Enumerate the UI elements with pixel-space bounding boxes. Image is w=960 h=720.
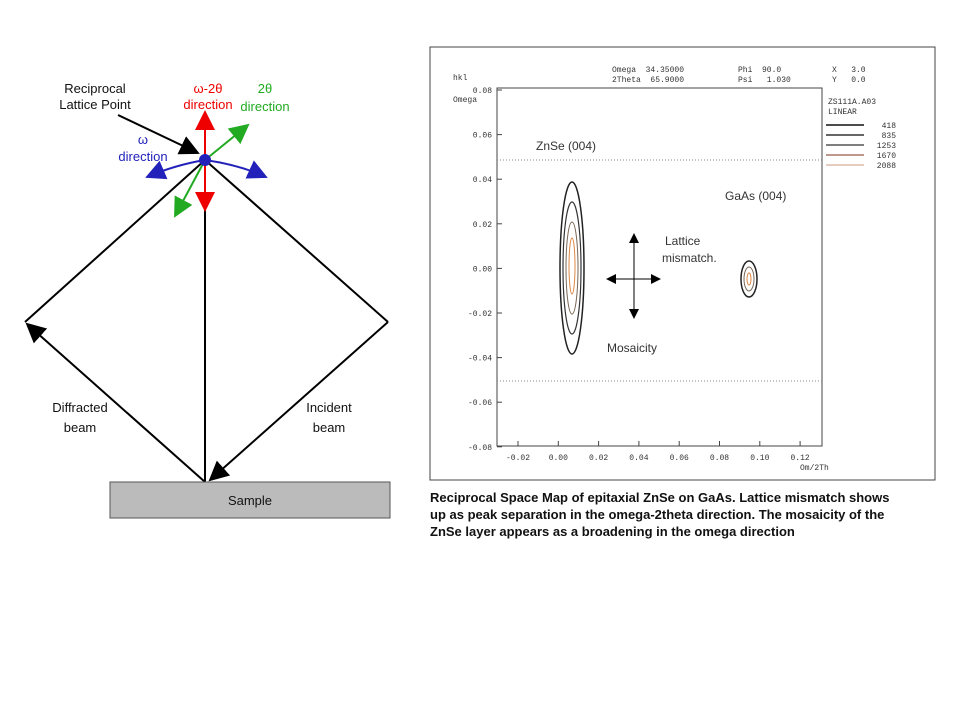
map-frame	[429, 46, 936, 481]
caption: Reciprocal Space Map of epitaxial ZnSe o…	[430, 490, 889, 505]
header: Y 0.0	[832, 76, 866, 85]
legend-label: 1253	[877, 142, 896, 151]
two-theta-arrow	[204, 123, 250, 161]
y-tick-label: 0.02	[473, 221, 492, 230]
x-tick-label: 0.08	[710, 454, 729, 463]
x-tick-label: -0.02	[506, 454, 530, 463]
sample-label: Sample	[228, 493, 272, 508]
header: Phi 90.0	[738, 66, 781, 75]
caption: ZnSe layer appears as a broadening in th…	[430, 524, 795, 539]
header: Psi 1.030	[738, 76, 791, 85]
space-map	[429, 46, 936, 481]
header: Omega	[453, 96, 477, 105]
contour	[565, 221, 579, 315]
header: 2Theta 65.9000	[612, 76, 684, 85]
y-tick-label: 0.08	[473, 87, 492, 96]
label: direction	[118, 149, 167, 164]
y-tick-label: -0.04	[468, 355, 492, 364]
annotation: ZnSe (004)	[536, 139, 596, 153]
x-tick-label: 0.06	[670, 454, 689, 463]
label: ω-2θ	[194, 81, 223, 96]
contour	[559, 181, 585, 355]
contour	[746, 272, 752, 286]
y-tick-label: -0.02	[468, 310, 492, 319]
x-tick-label: 0.10	[750, 454, 769, 463]
contour	[740, 260, 758, 298]
contour	[568, 237, 576, 295]
diffracted-arrow	[25, 322, 206, 483]
header: Omega 34.35000	[612, 66, 684, 75]
header: LINEAR	[828, 108, 857, 117]
edge	[24, 159, 206, 323]
header: ZS111A.A03	[828, 98, 876, 107]
x-axis-name: Om/2Th	[800, 464, 829, 473]
contour	[562, 201, 582, 335]
label: direction	[183, 97, 232, 112]
plot-area	[496, 87, 823, 447]
label: Incident	[306, 400, 352, 415]
pointer-arrow	[117, 114, 200, 155]
label: Lattice Point	[59, 97, 131, 112]
legend-label: 418	[882, 122, 897, 131]
x-tick-label: 0.00	[549, 454, 568, 463]
header: hkl	[453, 74, 468, 83]
label: Diffracted	[52, 400, 107, 415]
x-tick-label: 0.12	[790, 454, 809, 463]
legend-label: 835	[882, 132, 897, 141]
y-tick-label: 0.06	[473, 132, 492, 141]
label: Reciprocal	[64, 81, 126, 96]
annotation: mismatch.	[662, 251, 717, 265]
incident-arrow	[208, 321, 389, 482]
annotation: Lattice	[665, 234, 701, 248]
edge	[204, 159, 389, 323]
y-tick-label: -0.08	[468, 444, 492, 453]
x-tick-label: 0.04	[629, 454, 648, 463]
legend-label: 1670	[877, 152, 896, 161]
label: beam	[313, 420, 346, 435]
label: 2θ	[258, 81, 272, 96]
y-tick-label: 0.00	[473, 265, 492, 274]
lattice-point	[199, 154, 211, 166]
contour	[743, 266, 755, 292]
two-theta-arrow	[174, 159, 206, 218]
y-tick-label: 0.04	[473, 176, 492, 185]
label: beam	[64, 420, 97, 435]
header: X 3.0	[832, 66, 866, 75]
annotation: Mosaicity	[607, 341, 657, 355]
label: direction	[240, 99, 289, 114]
sample-block	[109, 481, 391, 519]
label: ω	[138, 132, 148, 147]
annotation: GaAs (004)	[725, 189, 786, 203]
x-tick-label: 0.02	[589, 454, 608, 463]
legend-label: 2088	[877, 162, 896, 171]
caption: up as peak separation in the omega-2thet…	[430, 507, 884, 522]
y-tick-label: -0.06	[468, 399, 492, 408]
